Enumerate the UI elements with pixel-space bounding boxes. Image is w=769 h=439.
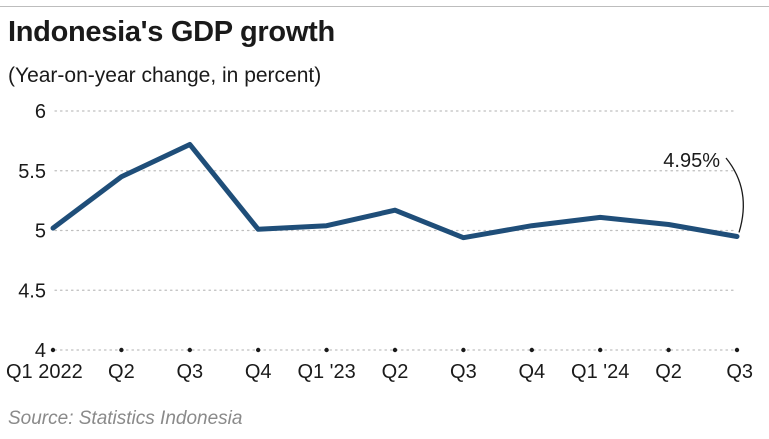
x-tick-mark [461,347,466,353]
y-tick-label: 6 [35,101,46,123]
x-tick-mark [187,347,192,353]
gridlines [54,110,737,351]
x-tick-label: Q3 [176,361,203,383]
x-tick-label: Q1 '23 [297,361,355,383]
y-tick-label: 5.5 [18,161,46,183]
source-note: Source: Statistics Indonesia [8,408,243,429]
series-line [50,141,740,241]
y-tick-label: 4.5 [18,280,46,302]
x-tick-label: Q3 [450,361,477,383]
x-tick-mark [324,347,329,353]
x-tick-label: Q2 [382,361,409,383]
annotation-layer: 4.95% [663,150,744,233]
x-tick-mark [598,347,603,353]
top-rule [0,6,769,7]
x-tick-label: Q1 '24 [571,361,629,383]
chart-subtitle: (Year-on-year change, in percent) [8,64,322,87]
x-tick-label: Q3 [726,361,753,383]
y-axis-labels: 6 5.5 5 4.5 4 [18,101,46,362]
x-tick-label: Q2 [655,361,682,383]
x-tick-mark [256,347,261,353]
x-axis-ticks [50,347,740,353]
x-tick-mark [392,347,398,353]
x-tick-label: Q1 2022 [6,361,83,383]
x-tick-mark [666,347,671,353]
x-tick-mark [734,347,740,353]
annotation-label: 4.95% [663,150,720,172]
x-tick-label: Q2 [108,361,135,383]
y-tick-label: 4 [35,340,46,362]
annotation-leader [725,157,744,233]
x-tick-mark [50,347,56,353]
y-tick-label: 5 [35,221,46,243]
x-tick-mark [529,347,534,353]
series-layer [50,141,740,241]
x-tick-mark [119,347,124,353]
x-tick-label: Q4 [245,361,272,383]
x-tick-label: Q4 [518,361,545,383]
chart-title: Indonesia's GDP growth [8,16,335,48]
x-axis-labels: Q1 2022 Q2 Q3 Q4 Q1 '23 Q2 Q3 Q4 Q1 '24 Q2 Q3 [6,361,753,383]
